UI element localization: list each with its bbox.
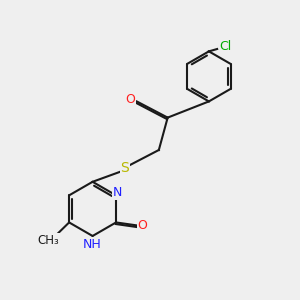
Text: S: S: [121, 161, 129, 175]
Text: Cl: Cl: [219, 40, 231, 53]
Text: NH: NH: [83, 238, 102, 251]
Text: O: O: [138, 219, 148, 232]
Text: O: O: [125, 93, 135, 106]
Text: N: N: [113, 187, 122, 200]
Text: CH₃: CH₃: [38, 234, 59, 247]
